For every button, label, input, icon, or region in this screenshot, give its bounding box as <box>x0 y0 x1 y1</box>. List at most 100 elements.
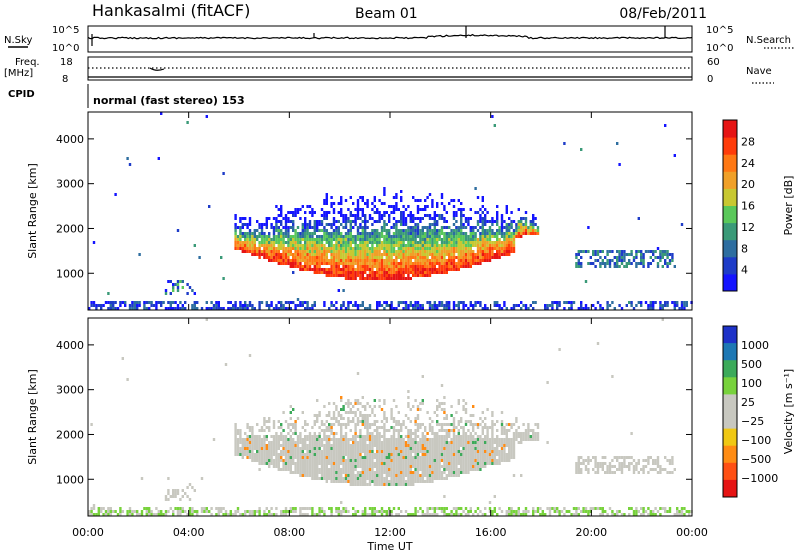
heatmap-cell <box>436 447 438 450</box>
heatmap-cell <box>174 492 176 495</box>
heatmap-cell <box>393 265 395 268</box>
heatmap-cell <box>362 208 364 211</box>
heatmap-cell <box>599 256 601 259</box>
heatmap-cell <box>323 244 325 247</box>
heatmap-cell <box>448 447 450 450</box>
heatmap-cell <box>381 426 383 429</box>
heatmap-cell <box>376 420 378 423</box>
heatmap-cell <box>381 214 383 217</box>
heatmap-cell <box>246 444 248 447</box>
heatmap-cell <box>438 444 440 447</box>
heatmap-cell <box>105 510 107 513</box>
heatmap-cell <box>174 507 176 510</box>
heatmap-cell <box>249 450 251 453</box>
heatmap-cell <box>340 429 342 432</box>
heatmap-cell <box>261 253 263 256</box>
heatmap-cell <box>328 268 330 271</box>
heatmap-cell <box>400 223 402 226</box>
heatmap-cell <box>498 244 500 247</box>
heatmap-cell <box>258 235 260 238</box>
heatmap-cell <box>321 468 323 471</box>
heatmap-cell <box>441 402 443 405</box>
heatmap-cell <box>400 262 402 265</box>
heatmap-cell <box>249 301 251 304</box>
heatmap-cell <box>297 444 299 447</box>
heatmap-cell <box>410 229 412 232</box>
heatmap-cell <box>321 253 323 256</box>
heatmap-cell <box>388 468 390 471</box>
heatmap-cell <box>484 453 486 456</box>
heatmap-cell <box>470 265 472 268</box>
heatmap-cell <box>330 477 332 480</box>
heatmap-cell <box>575 265 577 268</box>
heatmap-cell <box>431 456 433 459</box>
heatmap-cell <box>436 450 438 453</box>
heatmap-cell <box>458 441 460 444</box>
heatmap-cell <box>611 301 613 304</box>
heatmap-cell <box>311 250 313 253</box>
heatmap-cell <box>419 244 421 247</box>
heatmap-cell <box>498 256 500 259</box>
heatmap-cell <box>314 304 316 307</box>
heatmap-cell <box>587 250 589 253</box>
heatmap-cell <box>258 459 260 462</box>
heatmap-cell <box>477 244 479 247</box>
heatmap-cell <box>506 429 508 432</box>
heatmap-cell <box>467 420 469 423</box>
heatmap-cell <box>321 214 323 217</box>
heatmap-cell <box>158 301 160 304</box>
heatmap-cell <box>225 363 227 366</box>
heatmap-cell <box>352 256 354 259</box>
heatmap-cell <box>198 256 200 259</box>
heatmap-cell <box>369 426 371 429</box>
heatmap-cell <box>352 474 354 477</box>
heatmap-cell <box>474 241 476 244</box>
heatmap-cell <box>434 226 436 229</box>
heatmap-cell <box>309 462 311 465</box>
heatmap-cell <box>261 226 263 229</box>
heatmap-cell <box>134 301 136 304</box>
heatmap-cell <box>414 268 416 271</box>
heatmap-cell <box>294 265 296 268</box>
heatmap-cell <box>448 238 450 241</box>
heatmap-cell <box>532 223 534 226</box>
heatmap-cell <box>450 268 452 271</box>
heatmap-cell <box>374 456 376 459</box>
heatmap-cell <box>462 238 464 241</box>
heatmap-cell <box>400 435 402 438</box>
heatmap-cell <box>443 495 445 498</box>
heatmap-cell <box>345 268 347 271</box>
heatmap-cell <box>496 253 498 256</box>
heatmap-cell <box>402 220 404 223</box>
heatmap-cell <box>470 510 472 513</box>
heatmap-cell <box>268 447 270 450</box>
heatmap-cell <box>443 235 445 238</box>
heatmap-cell <box>287 244 289 247</box>
heatmap-cell <box>330 462 332 465</box>
heatmap-cell <box>434 450 436 453</box>
heatmap-cell <box>304 474 306 477</box>
heatmap-cell <box>446 447 448 450</box>
heatmap-cell <box>347 459 349 462</box>
heatmap-cell <box>167 280 169 283</box>
heatmap-cell <box>551 301 553 304</box>
heatmap-cell <box>498 247 500 250</box>
heatmap-cell <box>484 438 486 441</box>
heatmap-cell <box>441 510 443 513</box>
heatmap-cell <box>460 256 462 259</box>
heatmap-cell <box>345 232 347 235</box>
heatmap-cell <box>352 468 354 471</box>
heatmap-cell <box>280 253 282 256</box>
heatmap-cell <box>297 438 299 441</box>
heatmap-cell <box>611 259 613 262</box>
heatmap-cell <box>489 241 491 244</box>
heatmap-cell <box>491 247 493 250</box>
heatmap-cell <box>350 477 352 480</box>
heatmap-cell <box>297 226 299 229</box>
heatmap-cell <box>352 265 354 268</box>
heatmap-cell <box>482 256 484 259</box>
heatmap-cell <box>525 217 527 220</box>
heatmap-cell <box>280 435 282 438</box>
heatmap-cell <box>633 256 635 259</box>
heatmap-cell <box>292 259 294 262</box>
